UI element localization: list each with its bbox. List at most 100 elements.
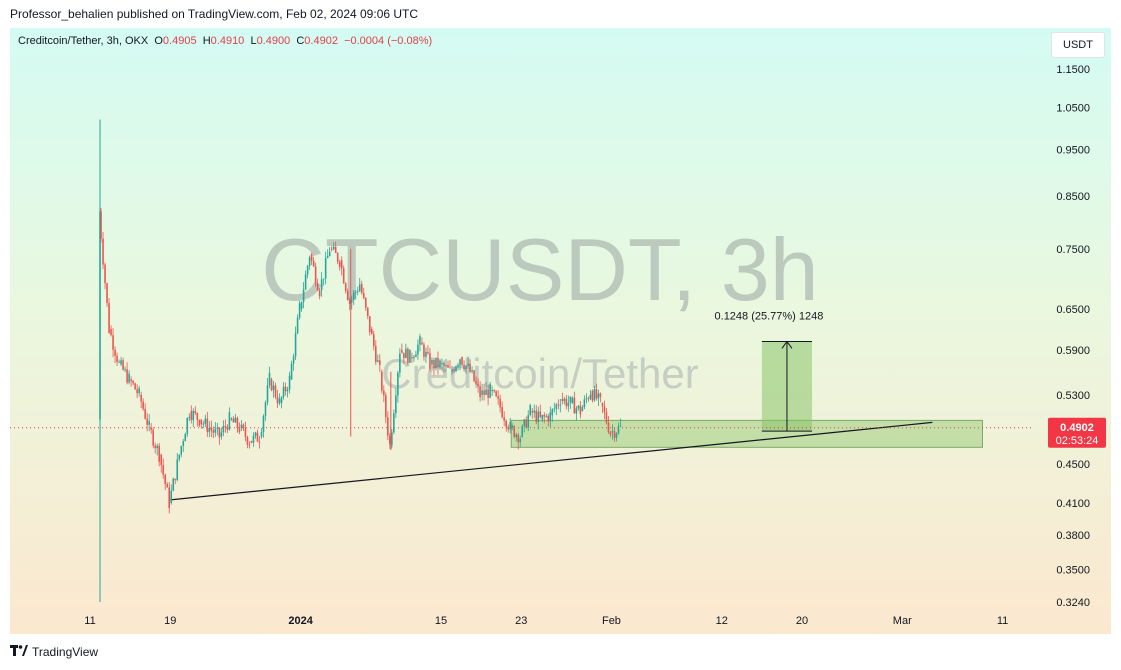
candle-body: [182, 441, 185, 447]
candle-body: [110, 328, 112, 336]
candle-body: [407, 348, 409, 363]
candle-body: [457, 364, 459, 367]
candle-body: [595, 389, 598, 399]
y-tick-label: 0.6500: [1056, 304, 1090, 316]
candle-body: [485, 389, 487, 395]
candle-body: [330, 248, 333, 250]
candle-body: [419, 336, 421, 345]
candle-body: [611, 431, 614, 433]
y-tick-label: 0.9500: [1056, 144, 1090, 156]
candle-body: [619, 425, 622, 427]
candle-body: [559, 404, 562, 406]
candle-body: [256, 432, 259, 442]
candle-body: [350, 299, 353, 303]
candle-body: [286, 389, 289, 392]
candle-body: [541, 414, 544, 420]
published-note: Professor_behalien published on TradingV…: [10, 7, 419, 21]
candle-body: [278, 398, 281, 404]
watermark-symbol: CTCUSDT, 3h: [261, 220, 818, 319]
candle-body: [218, 427, 221, 438]
candle-body: [481, 390, 483, 395]
candle-body: [491, 389, 493, 391]
legend-open: 0.4905: [162, 35, 197, 47]
candle-body: [296, 317, 299, 334]
candle-body: [383, 390, 385, 396]
candle-body: [483, 390, 485, 395]
x-tick-label: Feb: [602, 615, 621, 627]
candle-body: [240, 424, 243, 428]
candle-body: [344, 283, 347, 291]
candle-body: [385, 395, 387, 418]
candle-body: [429, 353, 431, 370]
candle-body: [136, 389, 138, 394]
candle-body: [112, 335, 114, 350]
footer-brand[interactable]: TradingView: [10, 644, 98, 659]
chart-pane[interactable]: CTCUSDT, 3h Creditcoin/Tether 0.1248 (25.7…: [10, 28, 1111, 634]
candle-body: [543, 414, 546, 417]
y-tick-label: 0.7500: [1056, 244, 1090, 256]
candle-body: [324, 258, 327, 279]
candle-body: [306, 265, 309, 275]
candle-body: [449, 367, 451, 369]
candle-body: [453, 369, 455, 372]
x-tick-label: 2024: [288, 615, 313, 627]
candle-body: [300, 301, 303, 310]
candle-body: [160, 454, 162, 466]
candle-body: [168, 487, 171, 509]
candle-body: [270, 379, 273, 391]
candle-body: [178, 454, 181, 460]
candle-body: [290, 363, 293, 380]
candle-body: [188, 416, 191, 418]
currency-button[interactable]: USDT: [1051, 32, 1105, 58]
candle-body: [234, 417, 237, 423]
candle-body: [435, 357, 437, 369]
candle-body: [192, 410, 195, 421]
candle-body: [397, 372, 399, 396]
candle-body: [360, 283, 363, 293]
candle-body: [575, 408, 578, 414]
candle-body: [497, 396, 499, 399]
candle-body: [393, 413, 395, 433]
candle-body: [521, 426, 524, 437]
candle-body: [613, 431, 616, 438]
candle-body: [465, 365, 467, 369]
candle-body: [593, 389, 596, 401]
candle-body: [310, 254, 313, 261]
candle-body: [505, 420, 507, 427]
candle-body: [547, 415, 550, 422]
candle-body: [158, 445, 160, 462]
price-chart[interactable]: CTCUSDT, 3h Creditcoin/Tether 0.1248 (25.7…: [10, 28, 1111, 634]
candle-body: [280, 396, 283, 403]
candle-body: [589, 394, 592, 399]
candle-body: [447, 365, 449, 368]
candle-body: [358, 284, 361, 292]
current-price-value: 0.4902: [1060, 422, 1094, 434]
candle-body: [577, 405, 580, 409]
candle-body: [503, 417, 505, 421]
candle-body: [104, 264, 106, 284]
candle-body: [224, 426, 227, 428]
candle-body: [318, 290, 321, 297]
legend-low-label: L: [250, 35, 257, 47]
candle-body: [138, 388, 140, 394]
legend-high: 0.4910: [210, 35, 245, 47]
candle-body: [387, 417, 389, 436]
candle-body: [443, 362, 445, 367]
y-tick-label: 0.5300: [1056, 390, 1090, 402]
candle-body: [174, 478, 177, 481]
candle-body: [124, 369, 126, 371]
legend-high-label: H: [202, 35, 211, 47]
candle-body: [461, 357, 463, 365]
candle-body: [399, 353, 401, 373]
candle-body: [226, 427, 229, 430]
candle-body: [354, 291, 357, 293]
candle-body: [114, 349, 116, 356]
x-tick-label: Mar: [893, 615, 912, 627]
x-tick-label: 23: [515, 615, 527, 627]
candle-body: [254, 432, 257, 436]
candle-body: [425, 351, 427, 357]
candle-body: [513, 425, 515, 437]
candle-body: [403, 352, 405, 359]
legend-open-label: O: [154, 35, 163, 47]
candle-body: [260, 432, 263, 437]
